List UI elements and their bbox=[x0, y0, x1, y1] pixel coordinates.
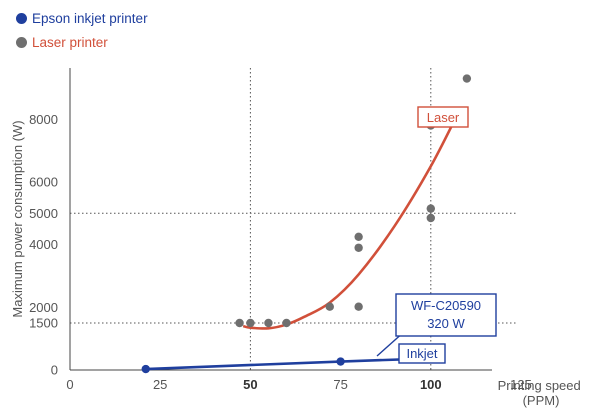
series-layer bbox=[141, 74, 472, 374]
y-tick-label-2000: 2000 bbox=[29, 300, 58, 315]
inkjet-tag-label: Inkjet bbox=[406, 346, 437, 361]
model-callout-box bbox=[395, 293, 497, 337]
x-tick-label-50: 50 bbox=[243, 377, 257, 392]
laser-tag-label: Laser bbox=[427, 110, 460, 125]
y-tick-label-1500: 1500 bbox=[29, 315, 58, 330]
legend-marker-inkjet bbox=[16, 13, 27, 24]
laser-trend-line bbox=[242, 109, 461, 330]
y-tick-label-0: 0 bbox=[51, 363, 58, 378]
laser-printer-point bbox=[246, 318, 255, 328]
laser-printer-point bbox=[426, 204, 435, 213]
inkjet-tag-box bbox=[398, 343, 446, 364]
model-power-label: 320 W bbox=[427, 316, 465, 331]
inkjet-line bbox=[145, 357, 431, 371]
laser-printer-point bbox=[235, 318, 244, 328]
x-tick-labels: 0 25 50 75 100 125 bbox=[66, 377, 531, 392]
x-axis-title: Printing speed (PPM) bbox=[498, 378, 585, 408]
laser-printer-point bbox=[354, 243, 363, 252]
inkjet-printer-point bbox=[141, 364, 150, 374]
legend-label-laser: Laser printer bbox=[32, 35, 108, 50]
x-tick-label-100: 100 bbox=[420, 377, 442, 392]
laser-printer-point bbox=[354, 302, 363, 311]
legend-marker-laser bbox=[16, 37, 27, 48]
legend-label-inkjet: Epson inkjet printer bbox=[32, 11, 148, 26]
model-name-label: WF-C20590 bbox=[411, 298, 481, 313]
laser-printer-point bbox=[426, 213, 435, 223]
legend-item-inkjet: Epson inkjet printer bbox=[16, 11, 148, 26]
legend-item-laser: Laser printer bbox=[16, 35, 108, 50]
y-axis-title: Maximum power consumption (W) bbox=[10, 120, 25, 317]
y-tick-label-4000: 4000 bbox=[29, 237, 58, 252]
laser-printer-point bbox=[264, 318, 273, 328]
laser-printer-point bbox=[354, 232, 363, 242]
laser-printer-point bbox=[462, 74, 472, 83]
y-tick-label-6000: 6000 bbox=[29, 174, 58, 189]
x-tick-label-0: 0 bbox=[66, 377, 73, 392]
y-tick-label-8000: 8000 bbox=[29, 112, 58, 127]
x-tick-label-125: 125 bbox=[510, 377, 532, 392]
laser-printer-point bbox=[325, 302, 334, 311]
laser-printer-point bbox=[282, 318, 291, 328]
x-tick-label-75: 75 bbox=[333, 377, 347, 392]
y-tick-label-5000: 5000 bbox=[29, 206, 58, 221]
inkjet-printer-point bbox=[336, 357, 345, 366]
laser-tag-box bbox=[417, 106, 469, 128]
x-tick-label-25: 25 bbox=[153, 377, 167, 392]
